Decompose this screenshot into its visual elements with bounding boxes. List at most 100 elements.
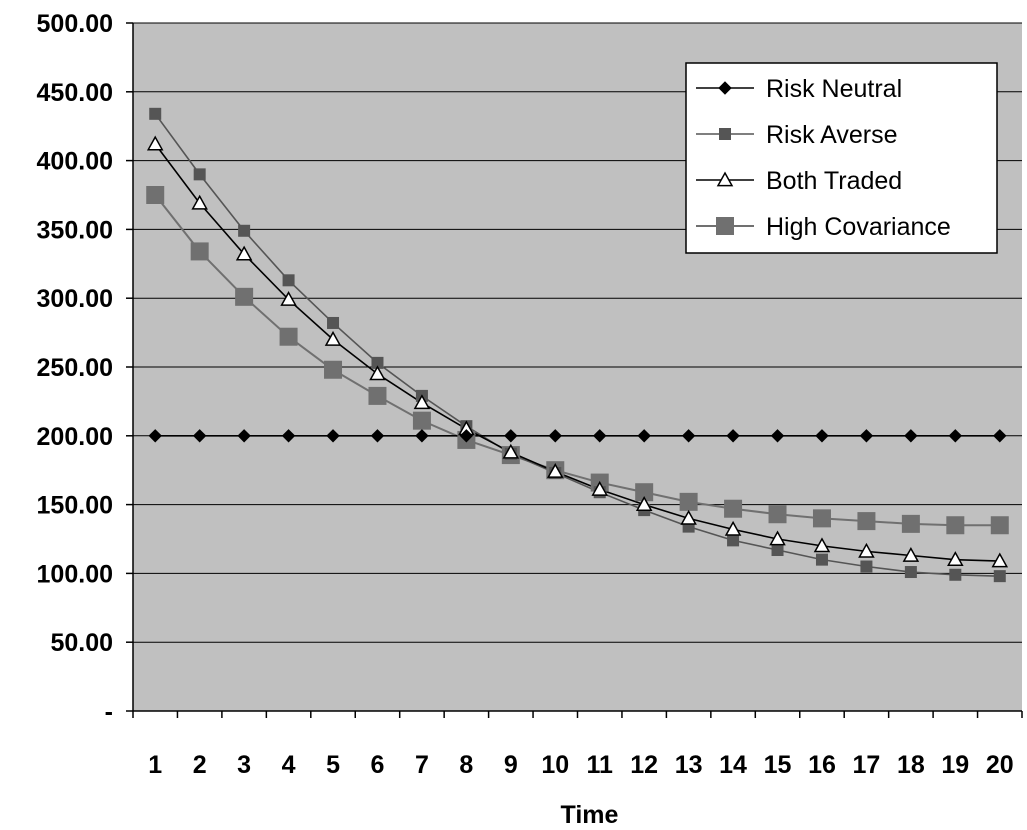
data-point [369, 365, 386, 381]
legend-marker [716, 217, 734, 235]
data-point [679, 492, 698, 511]
x-tick-label: 16 [808, 751, 836, 779]
x-tick-label: 12 [630, 751, 658, 779]
data-point [193, 168, 206, 181]
data-point [902, 546, 920, 562]
data-point [858, 542, 875, 558]
legend-label: Risk Averse [766, 121, 898, 149]
series-line [154, 113, 1000, 577]
data-point [771, 544, 784, 557]
data-point [192, 429, 207, 443]
x-tick-label: 3 [237, 751, 251, 779]
data-point [947, 551, 964, 566]
y-tick-label: 250.00 [37, 354, 113, 382]
y-tick-label: - [105, 698, 113, 726]
y-tick-label: 350.00 [37, 216, 113, 244]
data-point [146, 135, 164, 151]
x-tick-label: 20 [986, 751, 1014, 779]
data-point [860, 560, 873, 573]
legend: Risk Neutral Risk Averse Both Traded High C… [685, 62, 998, 254]
legend-marker [718, 81, 732, 95]
y-tick-label: 300.00 [37, 285, 113, 313]
y-axis-ticks: - 50.00 100.00 150.00 200.00 250.00 300.00 350.… [37, 10, 133, 726]
data-point [149, 107, 162, 120]
data-point [324, 360, 343, 379]
x-axis-ticks: 1 2 3 4 5 6 7 8 9 10 11 12 13 14 15 16 17 18 19 20 [132, 711, 1023, 779]
data-point [815, 553, 828, 566]
data-point [768, 505, 787, 524]
data-point [190, 242, 209, 261]
data-point [548, 429, 562, 443]
data-point [191, 194, 208, 210]
data-point [370, 429, 385, 443]
y-tick-label: 150.00 [37, 492, 113, 520]
x-tick-label: 8 [459, 751, 473, 779]
data-point [235, 245, 253, 261]
data-point [324, 330, 342, 346]
legend-label: Risk Neutral [766, 75, 902, 103]
data-point [327, 316, 340, 329]
data-point [991, 552, 1009, 568]
x-tick-label: 15 [764, 751, 792, 779]
legend-marker [719, 128, 731, 140]
data-point [859, 429, 874, 443]
data-point [812, 509, 831, 528]
data-point [238, 224, 251, 237]
data-point [727, 534, 740, 547]
x-tick-label: 1 [148, 751, 162, 779]
data-point [282, 274, 295, 287]
data-point [412, 411, 431, 430]
y-tick-label: 100.00 [37, 560, 113, 588]
x-tick-label: 9 [504, 751, 518, 779]
data-point [280, 291, 297, 306]
data-point [459, 429, 474, 443]
x-tick-label: 17 [853, 751, 881, 779]
legend-box [685, 62, 998, 254]
data-point [502, 443, 520, 459]
data-point [326, 429, 340, 443]
data-point [724, 499, 743, 518]
data-point [949, 568, 962, 581]
data-point [770, 429, 785, 443]
data-point [637, 429, 651, 443]
data-point [237, 429, 251, 443]
data-point [368, 386, 387, 405]
data-point [148, 429, 162, 443]
data-point [993, 570, 1006, 583]
legend-marker [716, 171, 734, 187]
data-point [993, 429, 1007, 443]
y-tick-label: 50.00 [50, 629, 113, 657]
data-point [681, 429, 696, 443]
data-point [769, 530, 786, 546]
data-point [726, 429, 740, 443]
x-tick-label: 14 [719, 751, 747, 779]
data-point [948, 429, 963, 443]
series-markers [146, 107, 1009, 583]
data-point [371, 356, 384, 369]
data-point [904, 429, 918, 443]
data-point [946, 516, 965, 535]
data-point [593, 429, 607, 443]
data-point [904, 566, 917, 579]
data-point [815, 429, 829, 443]
x-tick-label: 13 [675, 751, 703, 779]
y-tick-label: 400.00 [37, 148, 113, 176]
x-tick-label: 10 [541, 751, 569, 779]
data-point [413, 394, 431, 410]
data-point [635, 496, 653, 511]
data-point [146, 186, 165, 204]
data-point [279, 327, 298, 346]
data-point [591, 480, 608, 496]
x-tick-label: 6 [371, 751, 385, 779]
data-point [235, 287, 254, 306]
legend-label: Both Traded [766, 167, 902, 195]
data-point [547, 463, 564, 478]
x-tick-label: 4 [282, 751, 296, 779]
data-point [281, 429, 296, 443]
data-point [813, 537, 831, 553]
series-line [154, 143, 1000, 562]
data-point [504, 429, 518, 443]
data-point [901, 514, 920, 533]
x-tick-label: 19 [941, 751, 969, 779]
data-point [724, 520, 742, 536]
